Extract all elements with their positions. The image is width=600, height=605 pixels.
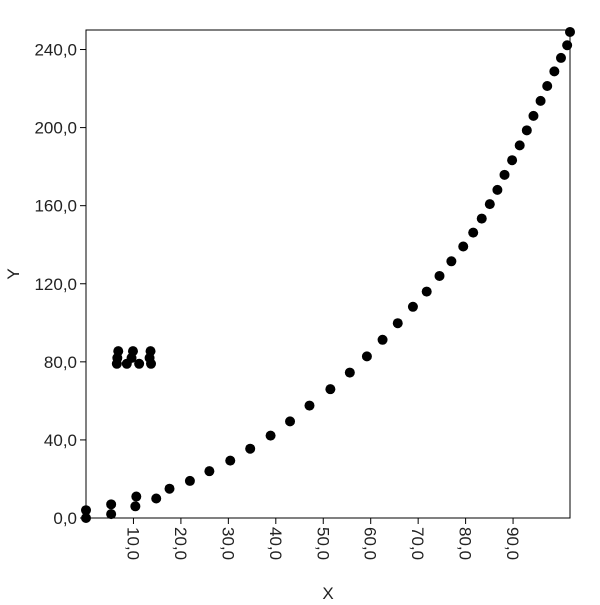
y-tick-label: 240,0 — [34, 41, 77, 60]
data-point — [514, 140, 525, 151]
y-tick-label: 80,0 — [44, 353, 77, 372]
x-tick-label: 50,0 — [313, 527, 332, 560]
x-tick-label: 40,0 — [266, 527, 285, 560]
data-point — [113, 346, 124, 357]
data-point — [265, 430, 276, 441]
data-point — [476, 213, 487, 224]
x-tick-label: 60,0 — [361, 527, 380, 560]
data-point — [184, 475, 195, 486]
data-point — [106, 499, 117, 510]
x-tick-label: 70,0 — [408, 527, 427, 560]
x-tick-label: 10,0 — [123, 527, 142, 560]
plot-frame — [85, 29, 571, 519]
data-point — [164, 483, 175, 494]
x-tick-label: 20,0 — [171, 527, 190, 560]
data-point — [407, 301, 418, 312]
data-point — [562, 40, 573, 51]
data-point — [535, 95, 546, 106]
data-point — [565, 26, 575, 37]
data-point — [285, 416, 296, 427]
data-point — [507, 155, 518, 166]
data-point — [549, 66, 560, 77]
data-point — [130, 501, 141, 512]
data-point — [344, 367, 355, 378]
y-tick-label: 40,0 — [44, 431, 77, 450]
data-point — [421, 286, 432, 297]
data-point — [81, 505, 91, 516]
y-tick-label: 0,0 — [53, 509, 77, 528]
y-axis-title: Y — [4, 268, 23, 279]
data-point — [458, 241, 469, 252]
data-point — [434, 270, 445, 281]
y-tick-label: 200,0 — [34, 119, 77, 138]
data-point — [361, 351, 372, 362]
data-point — [492, 184, 503, 195]
data-point — [325, 384, 336, 395]
data-point — [542, 81, 553, 92]
data-point — [377, 334, 388, 345]
data-point — [245, 443, 256, 454]
data-point — [555, 52, 566, 63]
data-point — [521, 125, 532, 136]
data-point — [151, 493, 162, 504]
data-point — [528, 110, 539, 121]
data-point — [446, 256, 457, 267]
data-point — [131, 491, 142, 502]
data-point — [134, 358, 145, 369]
y-axis-ticks: 0,0 40,0 80,0 120,0 160,0 200,0 240,0 — [34, 41, 86, 528]
data-point — [225, 455, 236, 466]
data-point — [484, 199, 495, 210]
x-axis-title: X — [322, 584, 333, 603]
data-point — [81, 513, 91, 523]
data-point — [145, 346, 156, 357]
data-point — [304, 400, 315, 411]
data-points — [81, 26, 575, 523]
data-point — [499, 169, 510, 180]
x-tick-label: 90,0 — [503, 527, 522, 560]
data-point — [468, 227, 479, 238]
y-tick-label: 160,0 — [34, 197, 77, 216]
x-tick-label: 30,0 — [218, 527, 237, 560]
data-point — [204, 466, 215, 477]
data-point — [146, 358, 157, 369]
y-tick-label: 120,0 — [34, 275, 77, 294]
data-point — [392, 318, 403, 329]
data-point — [127, 346, 138, 357]
x-axis-ticks: 10,0 20,0 30,0 40,0 50,0 60,0 70,0 80,0 90,0 — [123, 518, 522, 560]
data-point — [106, 509, 117, 520]
x-tick-label: 80,0 — [456, 527, 475, 560]
